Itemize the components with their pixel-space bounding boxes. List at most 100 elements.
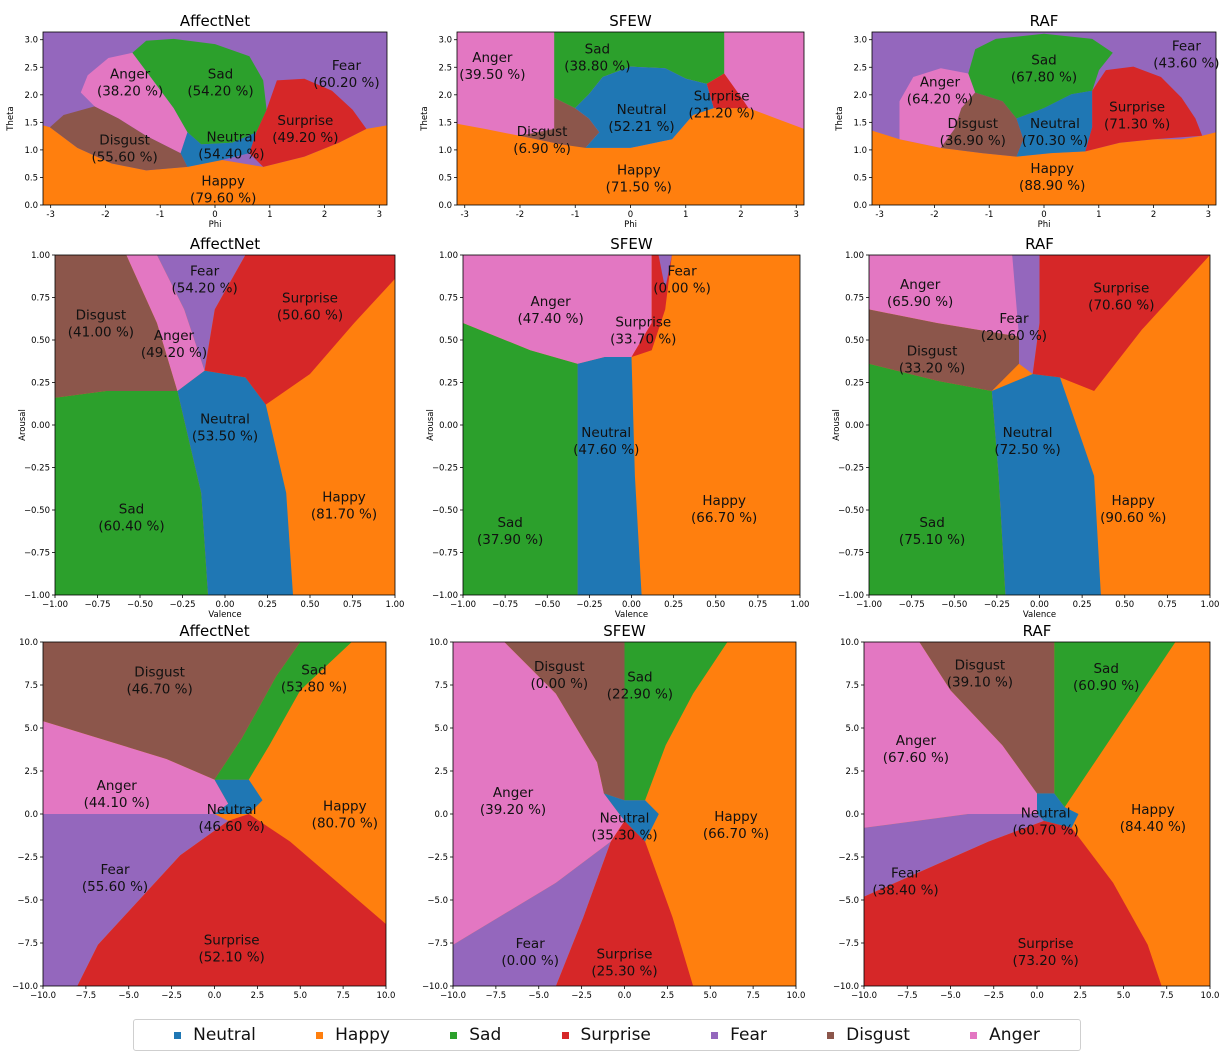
- region-neutral: [214, 779, 263, 814]
- region-label-surprise: Surprise (50.60 %): [277, 291, 343, 324]
- region-happy: [457, 108, 804, 205]
- x-tick-label: 3: [1206, 210, 1211, 220]
- panel-regions: [457, 32, 804, 205]
- region-label-sad: Sad (60.40 %): [98, 501, 164, 534]
- x-tick-label: 10.0: [1201, 991, 1220, 1001]
- region-anger: [899, 68, 976, 148]
- region-label-neutral: Neutral (72.50 %): [994, 425, 1060, 458]
- x-tick-label: −1.00: [42, 600, 68, 610]
- y-tick-label: 1.5: [438, 118, 452, 128]
- y-tick-label: 2.5: [438, 63, 452, 73]
- region-label-disgust: Disgust (36.90 %): [940, 116, 1006, 149]
- x-tick-label: 3: [377, 210, 382, 220]
- y-tick-label: −0.50: [24, 506, 50, 516]
- region-happy: [43, 125, 387, 205]
- region-fear: [157, 255, 246, 371]
- x-tick-label: −0.50: [534, 600, 560, 610]
- region-label-neutral: Neutral (46.60 %): [198, 802, 264, 835]
- region-neutral: [603, 793, 659, 842]
- x-tick-label: 0: [628, 210, 633, 220]
- y-tick-label: 2.5: [434, 767, 448, 777]
- legend-label: Fear: [730, 1025, 767, 1045]
- region-label-disgust: Disgust (0.00 %): [530, 659, 588, 692]
- x-tick-label: 0.25: [664, 600, 683, 610]
- x-tick-label: -1: [985, 210, 993, 220]
- region-label-anger: Anger (38.20 %): [97, 66, 163, 99]
- x-tick-label: 2.5: [661, 991, 675, 1001]
- region-label-disgust: Disgust (39.10 %): [947, 658, 1013, 691]
- region-anger: [453, 642, 625, 945]
- y-tick-label: −0.50: [838, 506, 864, 516]
- y-tick-label: 2.0: [24, 91, 38, 101]
- x-tick-label: -3: [46, 210, 54, 220]
- y-tick-label: 0.0: [845, 810, 859, 820]
- legend-item-sad: Sad: [450, 1025, 501, 1045]
- legend-label: Sad: [469, 1025, 502, 1045]
- y-tick-label: 0.25: [845, 379, 864, 389]
- panel-regions: [453, 642, 796, 986]
- panel-regions: [43, 32, 387, 205]
- y-tick-label: 0.75: [439, 294, 458, 304]
- y-tick-label: −7.5: [427, 939, 448, 949]
- region-label-surprise: Surprise (70.60 %): [1088, 280, 1154, 313]
- region-anger: [126, 255, 205, 391]
- region-surprise: [555, 820, 694, 986]
- y-tick-label: 3.0: [853, 36, 867, 46]
- x-tick-label: −5.0: [118, 991, 139, 1001]
- legend-swatch: [561, 1031, 569, 1039]
- y-tick-label: −5.0: [427, 896, 448, 906]
- region-label-sad: Sad (53.80 %): [281, 663, 347, 696]
- region-label-happy: Happy (88.90 %): [1019, 161, 1085, 194]
- y-tick-label: 1.5: [853, 118, 867, 128]
- region-label-surprise: Surprise (71.30 %): [1104, 99, 1170, 132]
- x-tick-label: 1.00: [1201, 600, 1220, 610]
- legend-item-anger: Anger: [970, 1025, 1040, 1045]
- region-sad: [1054, 642, 1176, 808]
- y-tick-label: 1.00: [439, 251, 458, 261]
- y-axis-label: Theta: [6, 106, 16, 131]
- legend-item-happy: Happy: [316, 1025, 390, 1045]
- legend-swatch: [827, 1031, 835, 1039]
- y-tick-label: −0.50: [432, 506, 458, 516]
- y-tick-label: 2.5: [853, 63, 867, 73]
- legend-item-surprise: Surprise: [561, 1025, 651, 1045]
- region-label-happy: Happy (71.50 %): [606, 163, 672, 196]
- y-tick-label: 10.0: [840, 638, 859, 648]
- y-axis-label: Theta: [835, 106, 845, 131]
- y-tick-label: −0.75: [432, 549, 458, 559]
- y-tick-label: 2.0: [438, 91, 452, 101]
- region-sad: [214, 642, 352, 780]
- panel-1: -3 -2 -1 0 1 2 3 0.0 0.5 1.0 1.5 2.0 2.5 3.0 AffectNet…: [6, 12, 388, 230]
- x-tick-label: −5.0: [940, 991, 961, 1001]
- x-tick-label: 2.5: [1073, 991, 1087, 1001]
- y-tick-label: 7.5: [845, 681, 859, 691]
- y-tick-label: −2.5: [427, 853, 448, 863]
- x-tick-label: 0.00: [216, 600, 235, 610]
- x-tick-label: 0.00: [1030, 600, 1049, 610]
- legend-swatch: [450, 1031, 458, 1039]
- region-neutral: [1016, 90, 1093, 157]
- region-label-disgust: Disgust (33.20 %): [899, 343, 965, 376]
- y-tick-label: 0.50: [31, 336, 50, 346]
- region-label-fear: Fear (20.60 %): [981, 311, 1047, 344]
- region-label-fear: Fear (54.20 %): [171, 263, 237, 296]
- x-tick-label: −10.0: [440, 991, 466, 1001]
- x-tick-label: -2: [930, 210, 938, 220]
- region-anger: [80, 52, 188, 154]
- region-label-neutral: Neutral (47.60 %): [573, 425, 639, 458]
- x-tick-label: -2: [516, 210, 524, 220]
- x-tick-label: 7.5: [1160, 991, 1174, 1001]
- x-tick-label: −0.25: [169, 600, 195, 610]
- region-label-surprise: Surprise (73.20 %): [1012, 936, 1078, 969]
- legend-label: Surprise: [580, 1025, 651, 1045]
- x-axis-label: Valence: [615, 610, 648, 620]
- y-axis-label: Arousal: [426, 409, 436, 441]
- panel-title: AffectNet: [190, 235, 260, 253]
- panel-3: -3 -2 -1 0 1 2 3 0.0 0.5 1.0 1.5 2.0 2.5 3.0 RAF Phi The…: [835, 12, 1220, 230]
- region-sad: [463, 323, 578, 595]
- legend-label: Neutral: [193, 1025, 256, 1045]
- x-tick-label: −2.5: [983, 991, 1004, 1001]
- y-tick-label: −2.5: [17, 853, 38, 863]
- x-tick-label: 2: [1151, 210, 1156, 220]
- y-tick-label: 10.0: [19, 638, 38, 648]
